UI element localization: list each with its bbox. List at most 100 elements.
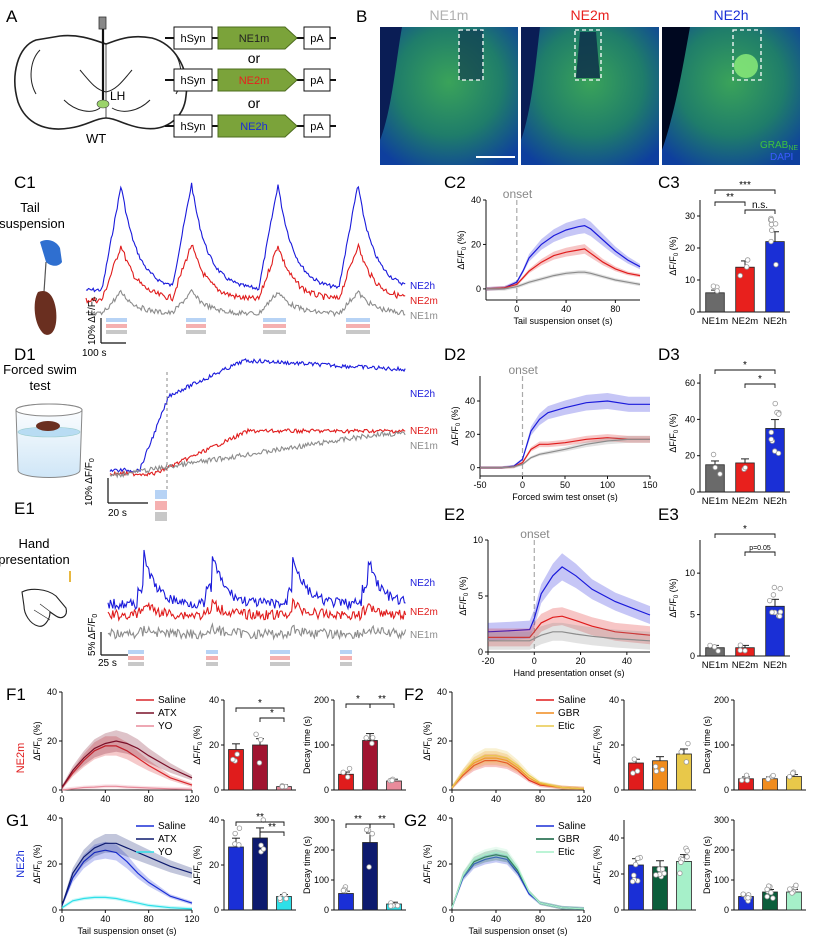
D3-cat-label: NE2h <box>763 496 787 507</box>
G2-bar-amp-datapoint <box>653 872 659 878</box>
G2-bar-decay-datapoint <box>764 893 770 900</box>
D3-ylabel: ΔF/F0 (%) <box>668 413 680 452</box>
F2-bar-amp-ylabel: ΔF/F0 (%) <box>592 725 604 764</box>
F1-xtick-label: 0 <box>59 794 64 804</box>
g-row-label: NE2h <box>15 850 27 878</box>
E3-sig-label: * <box>743 524 747 535</box>
G1-bar-amp-ylabel: ΔF/F0 (%) <box>192 845 204 884</box>
c1-stim-bar-ne2m <box>186 324 206 328</box>
F2-bar-amp-datapoint <box>659 766 666 773</box>
F1-xtick-label: 40 <box>100 794 110 804</box>
G2-xtick-label: 40 <box>491 914 501 924</box>
E3-ytick-label: 10 <box>685 568 695 578</box>
c1-trace-ne2m <box>85 242 406 304</box>
C3-datapoint <box>714 288 720 294</box>
G2-ylabel: ΔF/F0 (%) <box>422 844 434 883</box>
panel-letter-g1: G1 <box>6 811 29 830</box>
c1-scale-bar <box>100 318 126 344</box>
E2-xtick-label: 20 <box>576 656 586 666</box>
F1-ytick-label: 20 <box>47 736 57 746</box>
G1-bar-decay-datapoint <box>340 887 347 894</box>
hand-presentation-traces <box>107 549 407 666</box>
G1-ytick-label: 20 <box>47 859 57 869</box>
D3-sig-bracket <box>714 369 776 374</box>
construct-or-1: or <box>248 50 261 66</box>
E3-ylabel: ΔF/F0 (%) <box>668 578 680 617</box>
F2-bar-amp-datapoint <box>652 763 659 770</box>
F2-bar-amp-datapoint <box>630 770 636 776</box>
F2-xtick-label: 120 <box>576 794 591 804</box>
G1-bar-decay-chart: 0 100 200 300 Decay time (s) ** ** <box>302 814 406 915</box>
G2-bar-decay-datapoint <box>740 891 746 897</box>
G1-bar-amp-datapoint <box>232 830 238 837</box>
E2-xtick-label: -20 <box>481 656 494 666</box>
d1-label-ne2m: NE2m <box>410 426 438 437</box>
F1-line-yo <box>61 785 193 791</box>
panel-letter-c3: C3 <box>658 173 680 192</box>
D2-band-ne2m <box>480 434 650 469</box>
E3-datapoint <box>770 592 777 598</box>
C3-sig-bracket <box>744 209 776 214</box>
F2-bar-amp-ytick-label: 0 <box>614 785 619 795</box>
construct-3-polya: pA <box>310 121 324 133</box>
E3-sig-bracket <box>714 533 776 538</box>
D3-bar-ne2h <box>765 428 785 493</box>
E3-datapoint <box>711 644 718 650</box>
C3-datapoint <box>744 257 751 263</box>
C3-datapoint <box>768 217 774 223</box>
e1-stim-bar-ne2h <box>340 650 352 654</box>
c1-stim-bar-ne2h <box>263 318 286 322</box>
F1-bar-amp-sig-label: * <box>270 708 274 719</box>
G1-chart: 0 20 40 0 40 80 120 ΔF/F0 (%) Tail suspension on… <box>32 813 200 936</box>
D3-sig-label: * <box>758 374 762 385</box>
G1-legend-saline: Saline <box>158 821 186 832</box>
E3-datapoint <box>715 648 721 654</box>
G2-bar-decay-ytick-label: 300 <box>714 815 729 825</box>
c1-stim-bar-ne2m <box>263 324 286 328</box>
d1-trace-ne2h <box>109 358 406 473</box>
G1-band-atx <box>62 834 192 908</box>
G2-bar-decay-datapoint <box>764 886 770 893</box>
G1-bar-amp-datapoint <box>277 895 283 901</box>
G2-bar-decay-datapoint <box>745 895 751 901</box>
G2-bar-amp-datapoint <box>631 872 637 879</box>
F1-bar-decay-ylabel: Decay time (s) <box>302 716 312 774</box>
G1-xtick-label: 40 <box>100 914 110 924</box>
panel-letter-e2: E2 <box>444 505 465 524</box>
G2-bar-amp-datapoint <box>678 859 684 865</box>
F1-ytick-label: 40 <box>47 687 57 697</box>
F1-band-saline <box>62 736 192 790</box>
e1-stim-bar-ne2h <box>270 650 290 654</box>
F1-bar-amp-ytick-label: 40 <box>209 695 219 705</box>
G1-bar-amp-ytick-label: 20 <box>209 860 219 870</box>
D3-cat-label: NE1m <box>702 496 728 507</box>
panel-letter-e3: E3 <box>658 505 679 524</box>
G2-xtick-label: 0 <box>449 914 454 924</box>
d1-trace-ne1m <box>109 430 406 479</box>
G2-bar-amp-datapoint <box>684 848 690 854</box>
F1-bar-decay-datapoint <box>389 777 395 784</box>
G1-ytick-label: 0 <box>52 905 57 915</box>
G2-bar-decay-chart: 0 100 200 300 Decay time (s) <box>702 815 806 915</box>
E3-sig-label: p=0.05 <box>749 545 771 552</box>
c1-label-ne1m: NE1m <box>410 311 438 322</box>
e1-trace-ne2m <box>107 597 407 622</box>
C3-datapoint <box>737 272 743 279</box>
C3-cat-label: NE2h <box>763 316 787 327</box>
G2-bar-amp-datapoint <box>659 866 666 872</box>
F1-bar-decay-datapoint <box>363 735 369 741</box>
D3-datapoint <box>776 411 782 417</box>
F2-xtick-label: 0 <box>449 794 454 804</box>
E2-line-ne1m <box>488 631 651 642</box>
e1-stim-bar-ne1m <box>270 662 290 666</box>
d1-trace-ne2m <box>109 427 406 477</box>
d1-stim-bar-ne2m <box>155 501 167 510</box>
G1-bar-decay-datapoint <box>369 830 375 837</box>
G2-bar-amp-datapoint <box>632 861 639 868</box>
F1-bar-decay-datapoint <box>345 774 351 780</box>
D3-ytick-label: 20 <box>685 451 695 461</box>
F1-bar-decay-datapoint <box>369 740 375 747</box>
G2-bar-decay-datapoint <box>793 882 799 889</box>
